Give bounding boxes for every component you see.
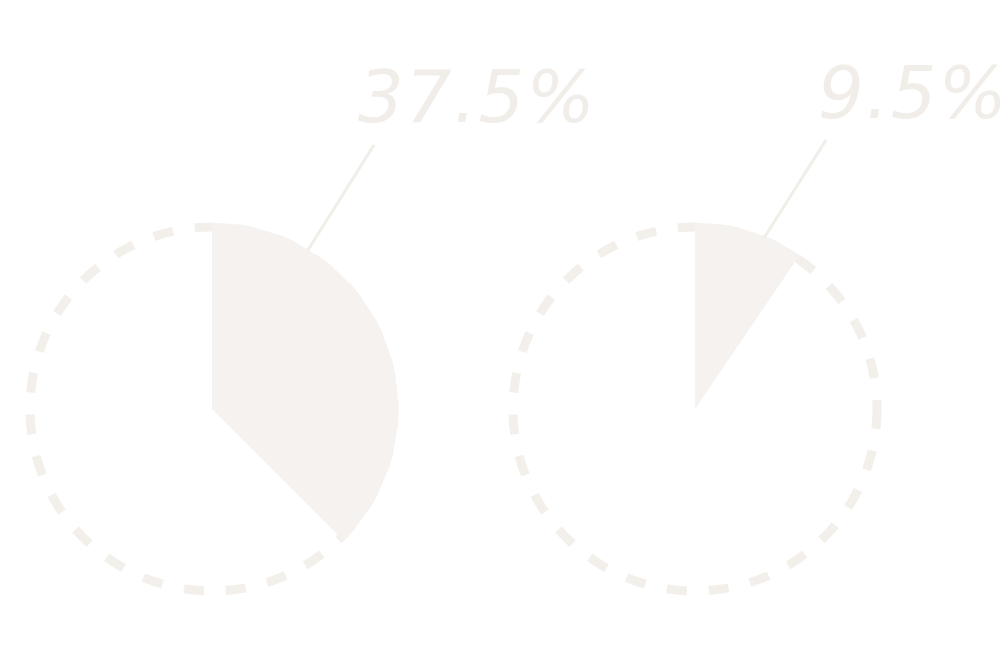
pie-1-percent-label: 37.5%	[358, 55, 597, 139]
pie-1-leader-line	[306, 144, 376, 251]
pie-2-leader-line	[762, 139, 828, 239]
pie-1-slice	[212, 223, 398, 541]
pie-2-slice	[695, 223, 800, 409]
pie-chart-1: 37.5%	[25, 55, 597, 596]
pie-chart-2: 9.5%	[508, 51, 1000, 596]
pie-2-percent-label: 9.5%	[818, 51, 1000, 135]
